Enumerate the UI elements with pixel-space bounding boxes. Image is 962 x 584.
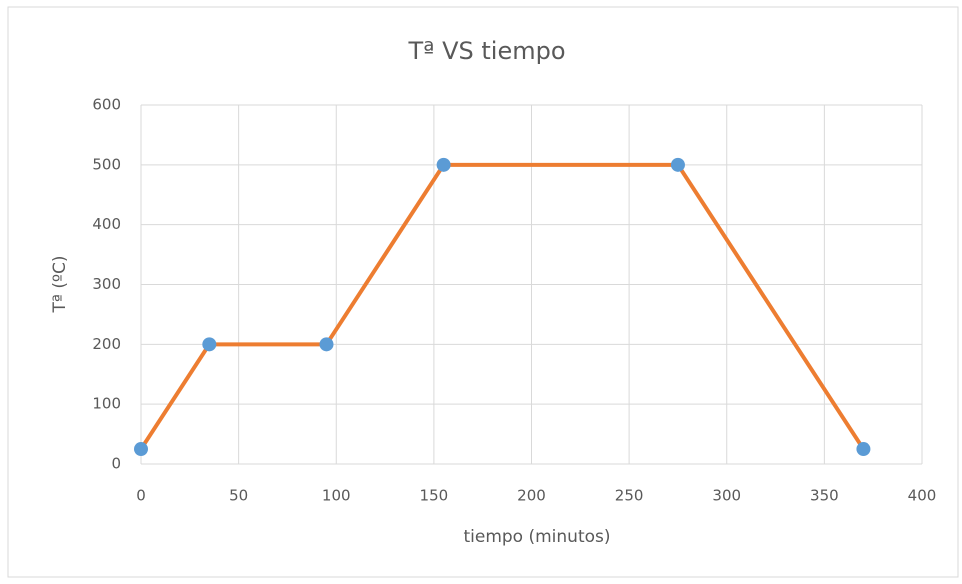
- data-point: [670, 157, 685, 172]
- data-point: [436, 157, 451, 172]
- data-point: [856, 442, 871, 457]
- y-tick-label: 400: [92, 215, 121, 233]
- x-tick-label: 300: [712, 487, 741, 505]
- x-tick-label: 400: [908, 487, 937, 505]
- x-tick-label: 350: [810, 487, 839, 505]
- x-tick-label: 50: [229, 487, 248, 505]
- data-point: [134, 442, 148, 457]
- chart-title: Tª VS tiempo: [407, 37, 565, 65]
- data-point: [202, 337, 217, 352]
- x-axis-label: tiempo (minutos): [463, 527, 610, 547]
- chart-frame: [7, 6, 959, 578]
- y-tick-label: 200: [92, 335, 121, 353]
- y-tick-label: 500: [92, 155, 121, 173]
- y-tick-label: 600: [92, 96, 121, 114]
- x-tick-label: 250: [615, 487, 644, 505]
- series-line: [139, 162, 866, 451]
- data-point: [319, 337, 334, 352]
- x-tick-label: 200: [517, 487, 546, 505]
- x-tick-label: 100: [322, 487, 351, 505]
- y-tick-label: 300: [92, 275, 121, 293]
- x-tick-label: 150: [420, 487, 449, 505]
- x-tick-label: 0: [136, 487, 146, 505]
- y-tick-label: 100: [92, 395, 121, 413]
- y-tick-label: 0: [111, 455, 121, 473]
- y-axis-label: Tª (ºC): [50, 256, 70, 314]
